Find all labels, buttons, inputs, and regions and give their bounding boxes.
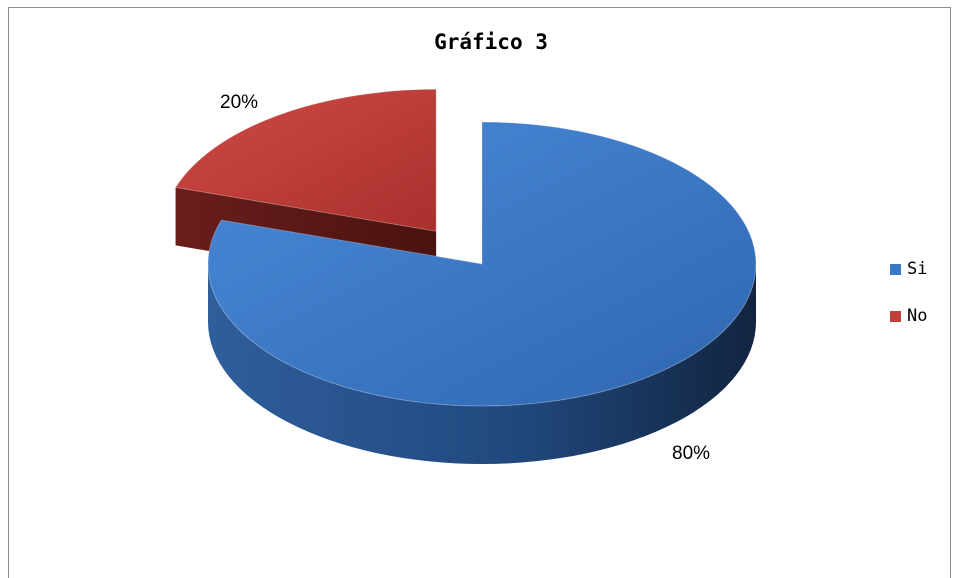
legend-item-no: No — [889, 305, 927, 327]
data-label-no: 20% — [220, 92, 259, 113]
legend-item-si: Si — [889, 258, 927, 280]
data-label-si: 80% — [672, 443, 711, 464]
legend-swatch-si — [889, 262, 902, 276]
pie-slice-no — [174, 88, 437, 232]
chart-legend: Si No — [889, 258, 927, 352]
legend-swatch-no — [889, 309, 902, 323]
pie-slice-si — [207, 121, 757, 407]
legend-label-no: No — [907, 306, 928, 326]
chart-title: Gráfico 3 — [434, 30, 548, 54]
legend-label-si: Si — [907, 259, 928, 279]
pie-slice-si-side — [208, 264, 756, 464]
